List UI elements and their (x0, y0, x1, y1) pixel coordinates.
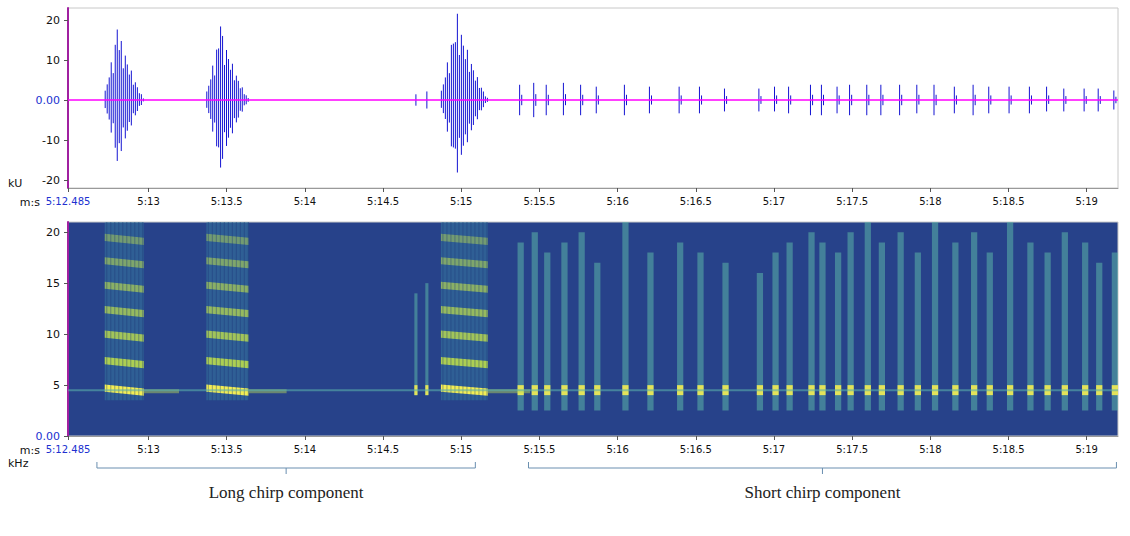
svg-text:5:17: 5:17 (763, 196, 785, 207)
svg-text:5:15.5: 5:15.5 (523, 196, 555, 207)
svg-text:5:12.485: 5:12.485 (46, 444, 91, 455)
svg-text:kHz: kHz (8, 457, 29, 470)
svg-text:5:18: 5:18 (919, 444, 941, 455)
svg-text:5: 5 (53, 379, 60, 392)
svg-text:5:15: 5:15 (450, 196, 472, 207)
svg-text:5:17: 5:17 (763, 444, 785, 455)
svg-text:5:19: 5:19 (1075, 196, 1097, 207)
svg-text:15: 15 (46, 277, 60, 290)
svg-text:5:16.5: 5:16.5 (680, 196, 712, 207)
svg-text:5:18: 5:18 (919, 196, 941, 207)
svg-text:5:16.5: 5:16.5 (680, 444, 712, 455)
svg-text:5:18.5: 5:18.5 (993, 196, 1025, 207)
svg-text:5:19: 5:19 (1075, 444, 1097, 455)
svg-text:5:13.5: 5:13.5 (211, 196, 243, 207)
svg-text:kU: kU (8, 177, 22, 190)
svg-text:5:16: 5:16 (606, 444, 628, 455)
svg-text:5:15.5: 5:15.5 (523, 444, 555, 455)
svg-text:-10: -10 (42, 134, 60, 147)
svg-text:Short chirp component: Short chirp component (745, 483, 901, 502)
svg-text:20: 20 (46, 226, 60, 239)
svg-text:0.00: 0.00 (36, 430, 61, 443)
svg-text:5:17.5: 5:17.5 (836, 196, 868, 207)
svg-text:5:15: 5:15 (450, 444, 472, 455)
svg-text:5:12.485: 5:12.485 (46, 196, 91, 207)
svg-text:5:14: 5:14 (294, 196, 316, 207)
svg-text:5:17.5: 5:17.5 (836, 444, 868, 455)
svg-text:m:s: m:s (20, 444, 40, 457)
svg-text:0.00: 0.00 (36, 94, 61, 107)
svg-text:5:16: 5:16 (606, 196, 628, 207)
svg-text:5:18.5: 5:18.5 (993, 444, 1025, 455)
svg-text:Long chirp component: Long chirp component (209, 483, 364, 502)
svg-text:-20: -20 (42, 174, 60, 187)
svg-text:10: 10 (46, 328, 60, 341)
svg-text:5:13: 5:13 (137, 196, 159, 207)
svg-text:20: 20 (46, 14, 60, 27)
svg-text:5:14: 5:14 (294, 444, 316, 455)
svg-text:5:13: 5:13 (137, 444, 159, 455)
svg-text:5:14.5: 5:14.5 (367, 444, 399, 455)
svg-text:5:13.5: 5:13.5 (211, 444, 243, 455)
svg-text:m:s: m:s (20, 196, 40, 209)
svg-text:10: 10 (46, 54, 60, 67)
svg-text:5:14.5: 5:14.5 (367, 196, 399, 207)
